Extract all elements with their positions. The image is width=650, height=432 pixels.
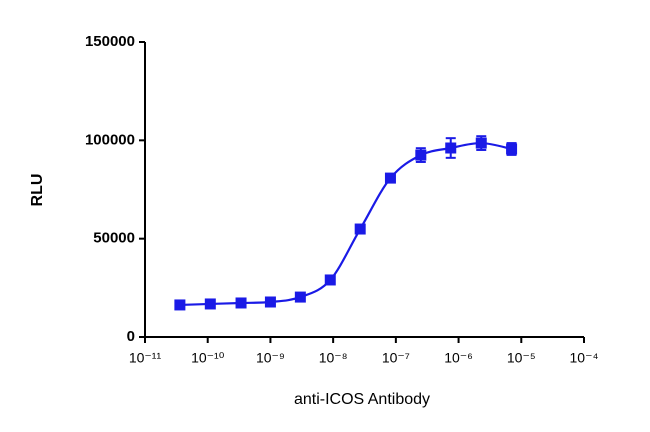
x-tick-label: 10⁻¹⁰ [191,350,225,366]
y-tick-label: 150000 [85,33,135,50]
point [445,142,457,154]
y-axis-label: RLU [29,174,46,207]
point [235,297,247,309]
point [174,299,186,311]
x-tick-label: 10⁻⁷ [382,350,410,366]
point [354,223,366,235]
x-axis-label: anti-ICOS Antibody [294,391,430,408]
x-tick-label: 10⁻¹¹ [129,350,162,366]
point [384,172,396,184]
point [294,291,306,303]
point [475,137,487,149]
point [415,149,427,161]
point [324,274,336,286]
point [264,296,276,308]
x-tick-label: 10⁻⁶ [444,350,473,366]
fit-curve [179,141,512,307]
point [506,143,518,155]
y-tick-label: 50000 [93,230,135,247]
x-tick-label: 10⁻⁵ [507,350,536,366]
x-tick-label: 10⁻⁹ [256,350,285,366]
point [204,298,216,310]
x-tick-label: 10⁻⁴ [570,350,599,366]
y-tick-label: 0 [127,328,135,345]
x-tick-label: 10⁻⁸ [319,350,348,366]
y-tick-label: 100000 [85,131,135,148]
